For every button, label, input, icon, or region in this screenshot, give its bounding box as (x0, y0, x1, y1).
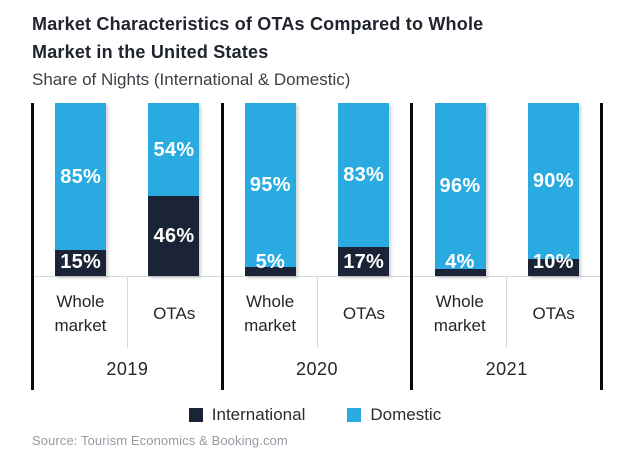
stacked-bar: 83% 17% (338, 103, 390, 276)
bar-value-label-international: 17% (343, 251, 385, 273)
bar-value-label-domestic: 85% (60, 166, 102, 188)
bar-segment-domestic: 85% (55, 103, 107, 250)
legend-item-domestic: Domestic (347, 405, 441, 425)
year-label: 2019 (106, 358, 149, 379)
bar-segment-international (338, 247, 390, 276)
bar-value-label-international: 4% (445, 251, 475, 273)
bar-value-label-international: 10% (532, 251, 574, 273)
bar-segment-domestic: 95% (244, 103, 296, 267)
bar-segment-domestic: 90% (527, 103, 579, 259)
stacked-bar: 54% 46% (148, 103, 200, 276)
year-group-2020: 95% 5% 83% 17% Whole market OTAs 2020 (220, 103, 411, 390)
bar-value-label-domestic: 90% (532, 170, 574, 192)
stacked-bar: 96% 4% (434, 103, 486, 276)
category-label: OTAs (153, 303, 196, 323)
year-label: 2021 (485, 358, 528, 379)
legend: International Domestic (0, 405, 630, 425)
legend-item-international: International (188, 405, 306, 425)
bar-segment-international (55, 250, 107, 276)
source-note: Source: Tourism Economics & Booking.com (32, 433, 288, 448)
plot-area: 85% 15% 54% 46% (34, 103, 221, 276)
category-label: OTAs (532, 303, 575, 323)
stacked-bar: 95% 5% (244, 103, 296, 276)
chart-subtitle: Share of Nights (International & Domesti… (32, 70, 351, 89)
year-group-2021: 96% 4% 90% 10% Whole market OTAs 2021 (410, 103, 604, 390)
bar-segment-international (434, 269, 486, 276)
category-labels-row: Whole market OTAs (34, 276, 221, 348)
chart-title: Market Characteristics of OTAs Compared … (32, 14, 484, 62)
bar-value-label-international: 15% (60, 251, 102, 273)
year-label: 2020 (295, 358, 339, 379)
bar-value-label-domestic: 96% (439, 175, 481, 197)
plot-area: 96% 4% 90% 10% (413, 103, 600, 276)
stacked-bar: 85% 15% (55, 103, 107, 276)
international-swatch-icon (188, 408, 203, 422)
bar-segment-domestic: 83% (338, 103, 390, 247)
bar-value-label-domestic: 95% (249, 174, 291, 196)
bar-value-label-domestic: 83% (343, 164, 385, 186)
stacked-bar: 90% 10% (527, 103, 579, 276)
bar-segment-domestic: 54% (148, 103, 200, 196)
category-label: Whole market (413, 277, 508, 348)
year-group-2019: 85% 15% 54% 46% Whole market OTAs 2019 (31, 103, 221, 390)
stacked-bar-chart: 85% 15% 54% 46% Whole market OTAs 2019 95% 5% 83% 1… (31, 103, 604, 390)
plot-area: 95% 5% 83% 17% (224, 103, 411, 276)
legend-label-domestic: Domestic (370, 405, 442, 424)
bar-value-label-international: 5% (255, 251, 286, 273)
legend-label-international: International (211, 405, 306, 424)
bar-value-label-international: 46% (153, 225, 195, 247)
domestic-swatch-icon (347, 408, 362, 422)
bar-segment-domestic: 96% (434, 103, 486, 269)
category-label: OTAs (342, 303, 386, 323)
bar-segment-international (527, 259, 579, 276)
category-label: Whole market (224, 277, 318, 348)
bar-segment-international (244, 267, 296, 276)
category-label: Whole market (34, 277, 128, 348)
category-labels-row: Whole market OTAs (223, 276, 411, 348)
bar-segment-international (148, 196, 200, 276)
category-labels-row: Whole market OTAs (413, 276, 601, 348)
bar-value-label-domestic: 54% (153, 139, 195, 161)
